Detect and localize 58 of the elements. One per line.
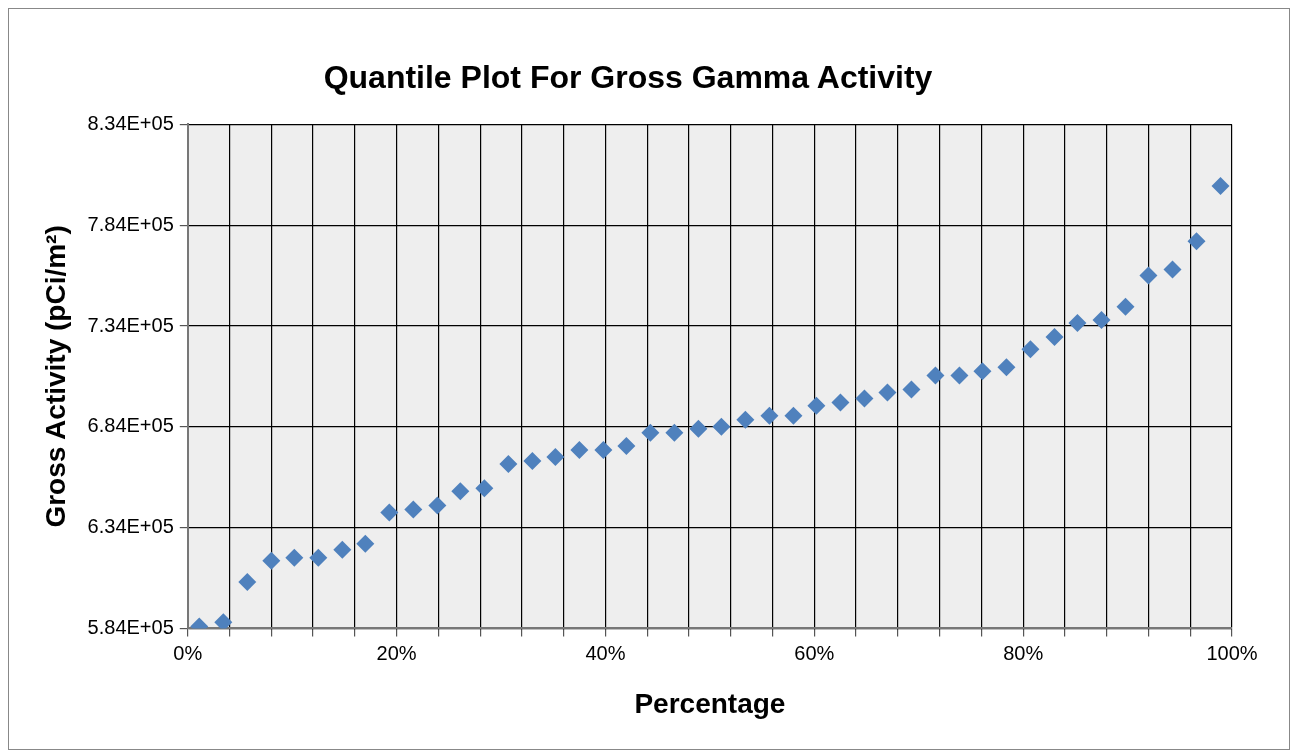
point [1139, 266, 1158, 285]
point [926, 366, 945, 385]
point [1116, 297, 1135, 316]
point [997, 358, 1016, 377]
point [736, 410, 755, 429]
chart-title: Quantile Plot For Gross Gamma Activity [323, 59, 933, 96]
point [238, 573, 257, 592]
point [262, 551, 281, 570]
point [404, 500, 423, 519]
point [1092, 310, 1111, 329]
y-tick-label: 6.84E+05 [87, 414, 174, 437]
point [1211, 176, 1230, 195]
y-tick-label: 6.34E+05 [87, 515, 174, 538]
point [356, 534, 375, 553]
x-tick-label: 80% [1003, 641, 1044, 664]
point [214, 613, 233, 629]
point [1068, 313, 1087, 332]
point [499, 455, 518, 474]
y-tick-label: 7.84E+05 [87, 212, 174, 235]
point [285, 548, 304, 567]
point [1021, 340, 1040, 359]
point [760, 406, 779, 425]
x-tick-label: 40% [585, 641, 626, 664]
point [784, 406, 803, 425]
x-tick-label: 60% [794, 641, 835, 664]
point [689, 419, 708, 438]
x-axis-title: Percentage [634, 687, 786, 719]
y-tick-label: 7.34E+05 [87, 313, 174, 336]
point [475, 479, 494, 498]
point [570, 440, 589, 459]
point [1045, 328, 1064, 347]
point [380, 503, 399, 522]
y-axis-title: Gross Activity (pCi/m²) [39, 225, 71, 528]
x-tick-label: 0% [173, 641, 203, 664]
y-tick-label: 5.84E+05 [87, 615, 174, 638]
point [309, 548, 328, 567]
point [1163, 260, 1182, 279]
point [831, 393, 850, 412]
point [617, 436, 636, 455]
point [546, 448, 565, 467]
point [878, 383, 897, 402]
point [333, 540, 352, 559]
point [523, 452, 542, 471]
point [1187, 232, 1206, 251]
y-tick-label: 8.34E+05 [87, 111, 174, 134]
x-tick-label: 20% [376, 641, 417, 664]
point [641, 423, 660, 442]
x-tick-label: 100% [1206, 641, 1258, 664]
point [665, 423, 684, 442]
point [950, 366, 969, 385]
point [973, 362, 992, 381]
point [451, 482, 470, 501]
point [855, 389, 874, 408]
point [807, 396, 826, 415]
point [594, 440, 613, 459]
point [712, 417, 731, 436]
point [428, 496, 447, 515]
point [902, 380, 921, 399]
